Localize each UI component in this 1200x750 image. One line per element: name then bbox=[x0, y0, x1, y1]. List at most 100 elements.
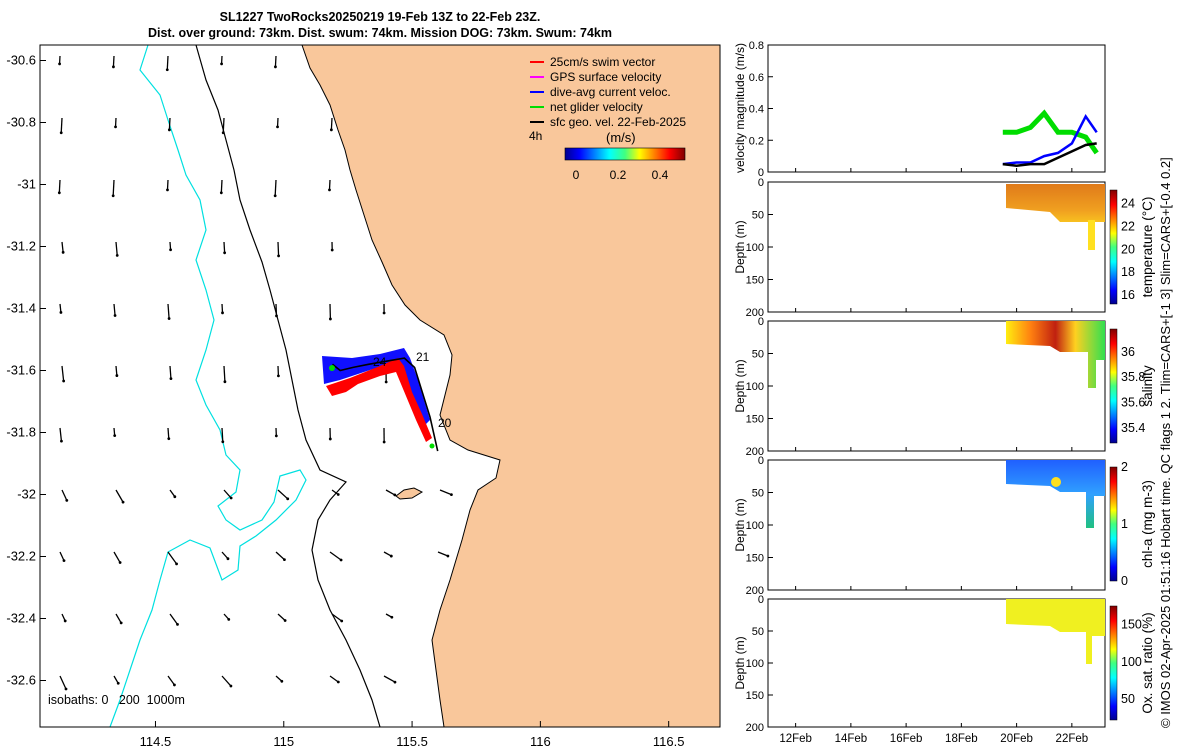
geo-velocity-arrowhead bbox=[167, 128, 171, 132]
date-x-tick-label: 20Feb bbox=[1000, 733, 1033, 745]
velocity-series-line bbox=[1002, 142, 1097, 167]
legend-label: net glider velocity bbox=[550, 100, 643, 114]
geo-velocity-arrowhead bbox=[167, 317, 171, 320]
geo-velocity-arrowhead bbox=[223, 380, 227, 384]
depth-ylabel: Depth (m) bbox=[733, 636, 747, 689]
track-end-marker bbox=[329, 365, 335, 371]
date-x-tick-label: 12Feb bbox=[779, 733, 812, 745]
geo-velocity-arrow bbox=[221, 551, 229, 560]
geo-velocity-arrow bbox=[167, 303, 170, 319]
geo-velocity-arrowhead bbox=[283, 558, 286, 562]
map-y-tick-label: -31 bbox=[17, 177, 36, 192]
geo-velocity-arrowhead bbox=[112, 65, 115, 69]
geo-velocity-arrowhead bbox=[382, 440, 386, 444]
geo-velocity-arrowhead bbox=[276, 125, 279, 129]
map-y-tick-label: -32.2 bbox=[6, 549, 36, 564]
geo-velocity-arrowhead bbox=[175, 562, 178, 566]
velocity-y-tick-label: 0.6 bbox=[749, 72, 764, 84]
geo-velocity-arrow bbox=[274, 55, 277, 67]
depth-y-tick-label: 0 bbox=[758, 455, 764, 467]
map-y-tick-label: -32.4 bbox=[6, 611, 36, 626]
geo-velocity-arrow bbox=[167, 427, 170, 439]
geo-velocity-arrow bbox=[115, 489, 124, 503]
isobath-200 bbox=[195, 44, 381, 728]
geo-velocity-arrowhead bbox=[384, 380, 388, 384]
colorbar-tick-0: 0 bbox=[573, 168, 580, 182]
geo-velocity-arrow bbox=[169, 613, 179, 625]
geo-velocity-arrowhead bbox=[277, 254, 280, 258]
side-note-text: © IMOS 02-Apr-2025 01:51:16 Hobart time.… bbox=[1158, 157, 1173, 728]
geo-velocity-arrowhead bbox=[280, 679, 284, 683]
geo-velocity-arrowhead bbox=[229, 496, 233, 500]
day-label-21: 21 bbox=[416, 350, 430, 364]
date-x-tick-label: 16Feb bbox=[890, 733, 923, 745]
depth-y-tick-label: 0 bbox=[758, 316, 764, 328]
geo-velocity-arrowhead bbox=[62, 379, 66, 383]
geo-velocity-arrowhead bbox=[169, 248, 172, 252]
geo-velocity-arrow bbox=[61, 365, 65, 382]
geo-velocity-arrow bbox=[439, 489, 452, 496]
depth-y-tick-label: 0 bbox=[758, 594, 764, 606]
geo-velocity-arrowhead bbox=[274, 65, 277, 69]
geo-velocity-arrow bbox=[223, 241, 226, 253]
geo-velocity-arrow bbox=[328, 179, 331, 190]
salinity-panel bbox=[767, 320, 1106, 452]
velocity-y-tick-label: 0.8 bbox=[749, 40, 764, 52]
oxygen-panel: 12Feb 14Feb 16Feb 18Feb 20Feb 22Feb bbox=[767, 168, 1106, 745]
geo-velocity-arrowhead bbox=[227, 617, 231, 621]
colorbar-tick-label: 36 bbox=[1121, 345, 1135, 359]
geo-velocity-arrow bbox=[329, 675, 339, 683]
velocity-axes bbox=[767, 44, 1106, 173]
geo-velocity-arrow bbox=[331, 613, 343, 622]
chla-section bbox=[1006, 460, 1105, 528]
geo-velocity-arrowhead bbox=[220, 62, 223, 66]
depth-y-tick-label: 100 bbox=[746, 242, 764, 254]
geo-velocity-arrow bbox=[330, 117, 333, 130]
colorbar-tick-label: 20 bbox=[1121, 242, 1135, 256]
map-frame bbox=[39, 44, 721, 728]
map-y-tick-label: -32 bbox=[17, 487, 36, 502]
geo-velocity-arrow bbox=[168, 117, 171, 130]
geo-velocity-arrowhead bbox=[113, 314, 117, 317]
depth-ylabel: Depth (m) bbox=[733, 220, 747, 273]
map-x-axis: 114.5 115 115.5 116 116.5 bbox=[140, 721, 685, 749]
velocity-y-tick-label: 0.2 bbox=[749, 135, 764, 147]
glider-track bbox=[331, 357, 439, 452]
geo-velocity-arrowhead bbox=[60, 439, 63, 443]
map-x-tick-label: 115 bbox=[273, 734, 294, 749]
geo-velocity-arrowhead bbox=[328, 188, 331, 192]
map-y-tick-label: -31.2 bbox=[6, 239, 36, 254]
depth-y-tick-label: 100 bbox=[746, 381, 764, 393]
map-y-axis: -30.6 -30.8 -31 -31.2 -31.4 -31.6 -31.8 -32 -32.… bbox=[6, 53, 46, 688]
map-x-tick-label: 116.5 bbox=[653, 734, 685, 749]
colorbar-tick-label: 22 bbox=[1121, 219, 1135, 233]
geo-velocity-arrow bbox=[59, 675, 67, 690]
geo-velocity-arrowhead bbox=[116, 681, 120, 685]
geo-velocity-arrowhead bbox=[229, 684, 233, 688]
velocity-y-tick-label: 0.4 bbox=[749, 104, 764, 116]
map-x-tick-label: 114.5 bbox=[140, 734, 172, 749]
geo-velocity-arrow bbox=[274, 179, 277, 196]
geo-velocity-arrowhead bbox=[165, 68, 169, 72]
depth-ylabel: Depth (m) bbox=[733, 498, 747, 551]
colorbar-tick-label: 24 bbox=[1121, 197, 1135, 211]
geo-velocity-arrowhead bbox=[275, 314, 278, 318]
depth-y-tick-label: 0 bbox=[758, 177, 764, 189]
geo-velocity-arrowhead bbox=[219, 191, 223, 195]
geo-velocity-arrowhead bbox=[61, 250, 65, 254]
geo-velocity-arrow bbox=[275, 551, 285, 561]
colorbar-title: (m/s) bbox=[606, 130, 636, 145]
geo-velocity-arrowhead bbox=[393, 680, 397, 684]
geo-velocity-arrow bbox=[222, 117, 225, 133]
date-x-tick-label: 22Feb bbox=[1056, 733, 1089, 745]
geo-velocity-arrowhead bbox=[173, 683, 176, 687]
velocity-ylabel: velocity magnitude (m/s) bbox=[733, 43, 747, 173]
section-colorbar bbox=[1109, 189, 1118, 305]
geo-velocity-arrowhead bbox=[221, 131, 225, 135]
date-x-tick-label: 18Feb bbox=[945, 733, 978, 745]
rottnest-island bbox=[395, 487, 424, 500]
geo-velocity-arrowhead bbox=[389, 554, 393, 558]
colorbar-tick-label: 35.4 bbox=[1121, 421, 1145, 435]
geo-velocity-arrow bbox=[113, 551, 121, 563]
